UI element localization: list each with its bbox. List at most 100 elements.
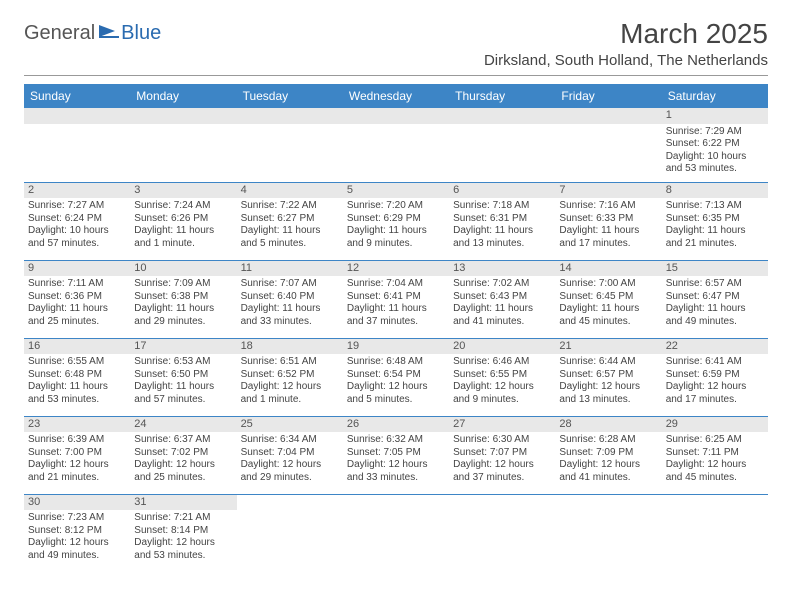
month-title: March 2025 [484,18,768,50]
sunset-text: Sunset: 6:29 PM [347,213,445,226]
daylight-text: Daylight: 11 hours and 29 minutes. [134,303,232,328]
day-number: 11 [237,261,343,277]
day-number: 14 [555,261,661,277]
daylight-text: Daylight: 12 hours and 13 minutes. [559,381,657,406]
day-number: 25 [237,417,343,433]
sunrise-text: Sunrise: 6:46 AM [453,356,551,369]
sunset-text: Sunset: 6:41 PM [347,291,445,304]
logo-text-general: General [24,22,95,45]
sunset-text: Sunset: 6:38 PM [134,291,232,304]
calendar-day-cell: 12Sunrise: 7:04 AMSunset: 6:41 PMDayligh… [343,260,449,338]
day-number: 2 [24,183,130,199]
calendar-day-cell: 3Sunrise: 7:24 AMSunset: 6:26 PMDaylight… [130,182,236,260]
day-details: Sunrise: 7:00 AMSunset: 6:45 PMDaylight:… [555,278,661,330]
calendar-day-cell: 15Sunrise: 6:57 AMSunset: 6:47 PMDayligh… [662,260,768,338]
sunrise-text: Sunrise: 7:24 AM [134,200,232,213]
day-number: 1 [662,108,768,124]
day-details: Sunrise: 6:30 AMSunset: 7:07 PMDaylight:… [449,434,555,486]
calendar-day-cell: 9Sunrise: 7:11 AMSunset: 6:36 PMDaylight… [24,260,130,338]
empty-day-bar [24,108,130,124]
day-number: 19 [343,339,449,355]
calendar-day-cell [343,108,449,182]
calendar-page: General Blue March 2025 Dirksland, South… [0,0,792,590]
day-number: 23 [24,417,130,433]
flag-icon [99,23,119,44]
sunrise-text: Sunrise: 6:44 AM [559,356,657,369]
day-number: 21 [555,339,661,355]
sunrise-text: Sunrise: 7:27 AM [28,200,126,213]
calendar-day-cell: 8Sunrise: 7:13 AMSunset: 6:35 PMDaylight… [662,182,768,260]
calendar-day-cell [555,108,661,182]
sunset-text: Sunset: 7:05 PM [347,447,445,460]
daylight-text: Daylight: 12 hours and 37 minutes. [453,459,551,484]
calendar-day-cell: 7Sunrise: 7:16 AMSunset: 6:33 PMDaylight… [555,182,661,260]
calendar-day-cell: 22Sunrise: 6:41 AMSunset: 6:59 PMDayligh… [662,338,768,416]
sunset-text: Sunset: 6:24 PM [28,213,126,226]
calendar-day-cell: 26Sunrise: 6:32 AMSunset: 7:05 PMDayligh… [343,416,449,494]
day-number: 6 [449,183,555,199]
weekday-header: Thursday [449,84,555,108]
sunrise-text: Sunrise: 6:30 AM [453,434,551,447]
sunrise-text: Sunrise: 6:57 AM [666,278,764,291]
daylight-text: Daylight: 11 hours and 17 minutes. [559,225,657,250]
day-details: Sunrise: 6:57 AMSunset: 6:47 PMDaylight:… [662,278,768,330]
sunset-text: Sunset: 7:07 PM [453,447,551,460]
daylight-text: Daylight: 12 hours and 49 minutes. [28,537,126,562]
sunset-text: Sunset: 6:59 PM [666,369,764,382]
day-details: Sunrise: 7:21 AMSunset: 8:14 PMDaylight:… [130,512,236,564]
daylight-text: Daylight: 11 hours and 49 minutes. [666,303,764,328]
calendar-day-cell: 13Sunrise: 7:02 AMSunset: 6:43 PMDayligh… [449,260,555,338]
calendar-day-cell [449,494,555,572]
daylight-text: Daylight: 12 hours and 17 minutes. [666,381,764,406]
day-number: 22 [662,339,768,355]
location-subtitle: Dirksland, South Holland, The Netherland… [484,52,768,69]
empty-day-bar [449,108,555,124]
daylight-text: Daylight: 12 hours and 53 minutes. [134,537,232,562]
sunset-text: Sunset: 6:57 PM [559,369,657,382]
calendar-day-cell: 2Sunrise: 7:27 AMSunset: 6:24 PMDaylight… [24,182,130,260]
daylight-text: Daylight: 12 hours and 41 minutes. [559,459,657,484]
calendar-day-cell: 14Sunrise: 7:00 AMSunset: 6:45 PMDayligh… [555,260,661,338]
calendar-day-cell [343,494,449,572]
sunset-text: Sunset: 8:12 PM [28,525,126,538]
weekday-header: Tuesday [237,84,343,108]
day-details: Sunrise: 6:28 AMSunset: 7:09 PMDaylight:… [555,434,661,486]
day-number: 3 [130,183,236,199]
day-details: Sunrise: 6:25 AMSunset: 7:11 PMDaylight:… [662,434,768,486]
calendar-day-cell: 20Sunrise: 6:46 AMSunset: 6:55 PMDayligh… [449,338,555,416]
daylight-text: Daylight: 11 hours and 41 minutes. [453,303,551,328]
sunrise-text: Sunrise: 6:55 AM [28,356,126,369]
sunset-text: Sunset: 7:00 PM [28,447,126,460]
logo-text-blue: Blue [121,22,161,45]
calendar-day-cell: 27Sunrise: 6:30 AMSunset: 7:07 PMDayligh… [449,416,555,494]
day-details: Sunrise: 7:27 AMSunset: 6:24 PMDaylight:… [24,200,130,252]
day-number: 17 [130,339,236,355]
sunset-text: Sunset: 7:09 PM [559,447,657,460]
calendar-day-cell [449,108,555,182]
day-details: Sunrise: 6:34 AMSunset: 7:04 PMDaylight:… [237,434,343,486]
weekday-header: Wednesday [343,84,449,108]
calendar-day-cell: 1Sunrise: 7:29 AMSunset: 6:22 PMDaylight… [662,108,768,182]
day-number: 10 [130,261,236,277]
daylight-text: Daylight: 11 hours and 57 minutes. [134,381,232,406]
sunset-text: Sunset: 6:48 PM [28,369,126,382]
calendar-day-cell: 4Sunrise: 7:22 AMSunset: 6:27 PMDaylight… [237,182,343,260]
title-block: March 2025 Dirksland, South Holland, The… [484,18,768,69]
daylight-text: Daylight: 11 hours and 21 minutes. [666,225,764,250]
sunset-text: Sunset: 6:54 PM [347,369,445,382]
sunrise-text: Sunrise: 7:16 AM [559,200,657,213]
calendar-day-cell: 17Sunrise: 6:53 AMSunset: 6:50 PMDayligh… [130,338,236,416]
day-details: Sunrise: 6:37 AMSunset: 7:02 PMDaylight:… [130,434,236,486]
sunrise-text: Sunrise: 7:29 AM [666,126,764,139]
daylight-text: Daylight: 12 hours and 1 minute. [241,381,339,406]
day-number: 20 [449,339,555,355]
sunrise-text: Sunrise: 6:37 AM [134,434,232,447]
day-details: Sunrise: 6:53 AMSunset: 6:50 PMDaylight:… [130,356,236,408]
sunrise-text: Sunrise: 7:07 AM [241,278,339,291]
empty-day-bar [237,108,343,124]
sunrise-text: Sunrise: 7:22 AM [241,200,339,213]
daylight-text: Daylight: 11 hours and 25 minutes. [28,303,126,328]
sunrise-text: Sunrise: 7:00 AM [559,278,657,291]
day-details: Sunrise: 6:41 AMSunset: 6:59 PMDaylight:… [662,356,768,408]
day-details: Sunrise: 6:55 AMSunset: 6:48 PMDaylight:… [24,356,130,408]
